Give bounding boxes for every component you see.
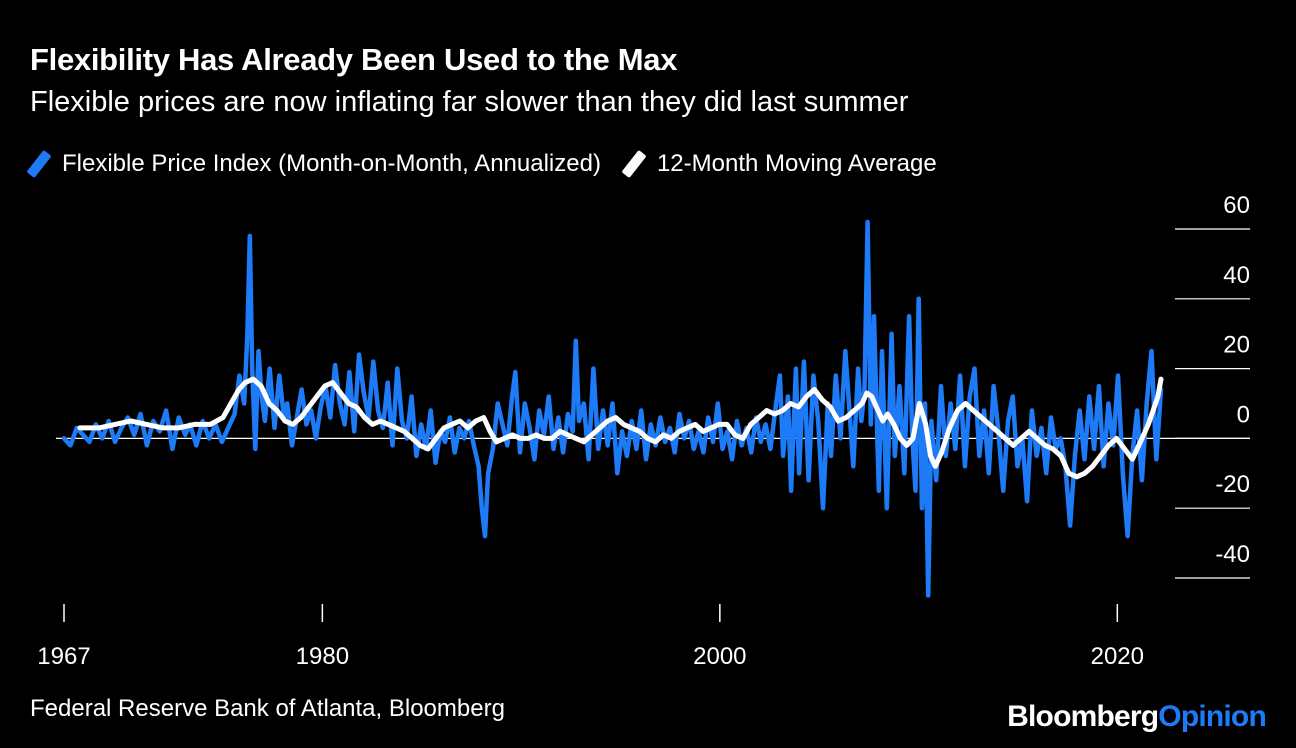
x-tick-label: 1980 xyxy=(296,643,349,670)
legend-label-moving-average: 12-Month Moving Average xyxy=(656,150,937,177)
y-tick-label: 20 xyxy=(1223,332,1250,359)
brand-part-bloomberg: Bloomberg xyxy=(1007,700,1159,733)
x-tick-label: 2020 xyxy=(1091,643,1144,670)
brand-part-opinion: Opinion xyxy=(1158,700,1267,733)
source-note: Federal Reserve Bank of Atlanta, Bloombe… xyxy=(30,695,505,722)
y-tick-label: 40 xyxy=(1223,262,1250,289)
legend-item-flexible-price: Flexible Price Index (Month-on-Month, An… xyxy=(26,149,601,179)
y-tick-label: 60 xyxy=(1223,192,1250,219)
chart-title: Flexibility Has Already Been Used to the… xyxy=(30,42,678,77)
y-tick-label: -40 xyxy=(1215,541,1250,568)
legend-item-moving-average: 12-Month Moving Average xyxy=(621,149,937,179)
series-line-moving-average xyxy=(77,376,1164,480)
legend-label-flexible-price: Flexible Price Index (Month-on-Month, An… xyxy=(62,150,601,177)
brand-logo: BloombergOpinion xyxy=(1007,700,1267,734)
y-tick-label: 0 xyxy=(1237,401,1250,428)
y-tick-label: -20 xyxy=(1215,471,1250,498)
legend: Flexible Price Index (Month-on-Month, An… xyxy=(26,149,965,179)
series-line-flexible-price xyxy=(61,219,1164,598)
chart-subtitle: Flexible prices are now inflating far sl… xyxy=(30,86,909,118)
x-tick-label: 2000 xyxy=(693,643,746,670)
x-tick-label: 1967 xyxy=(37,643,90,670)
